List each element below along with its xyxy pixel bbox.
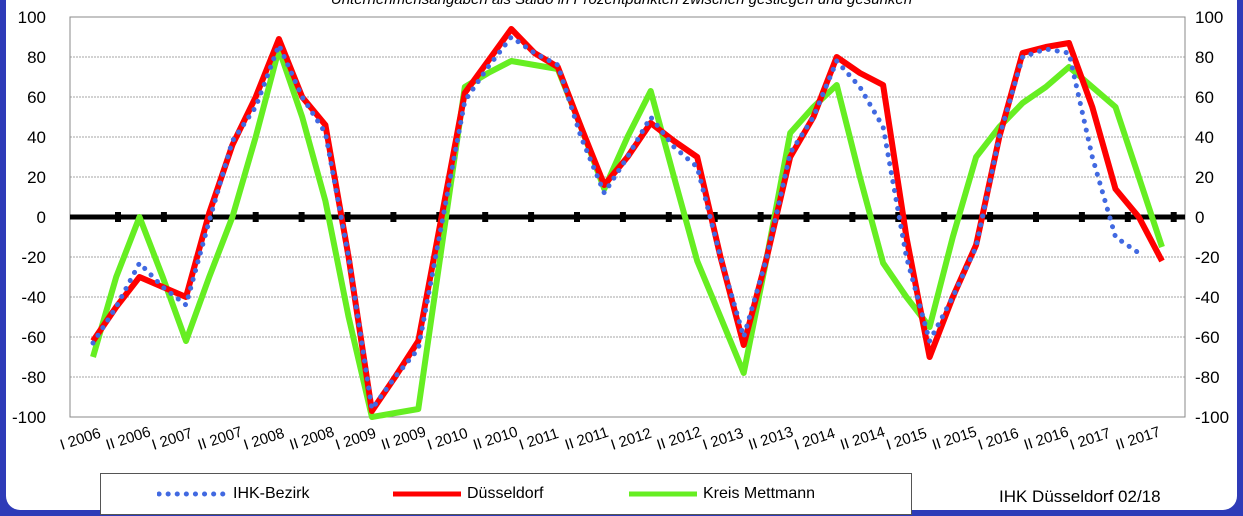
zero-axis-tick [574, 212, 580, 222]
x-tick-label: I 2012 [609, 425, 654, 454]
y-tick-label-left: -40 [21, 288, 46, 307]
x-tick-label: I 2007 [150, 425, 195, 454]
y-tick-label-right: -80 [1195, 368, 1220, 387]
series-line-ihk-bezirk [90, 34, 1142, 412]
y-tick-label-right: 40 [1195, 128, 1214, 147]
y-tick-label-right: 100 [1195, 8, 1223, 27]
x-tick-label: II 2010 [471, 423, 520, 453]
x-tick-label: I 2016 [976, 425, 1021, 454]
zero-axis-tick [1078, 212, 1085, 222]
y-tick-label-right: -40 [1195, 288, 1220, 307]
y-tick-label-left: 0 [37, 208, 46, 227]
y-tick-label-left: 60 [27, 88, 46, 107]
zero-axis-tick [482, 212, 489, 222]
y-tick-label-right: 20 [1195, 168, 1214, 187]
legend-label: IHK-Bezirk [233, 485, 310, 502]
legend-swatch-dotted [157, 491, 229, 497]
zero-axis-tick [115, 212, 121, 222]
zero-axis-tick [711, 212, 718, 222]
x-tick-label: I 2013 [701, 425, 746, 454]
legend-swatch-green [629, 491, 697, 497]
zero-axis-tick [1170, 212, 1177, 222]
legend: IHK-Bezirk Düsseldorf Kreis Mettmann [100, 473, 912, 515]
y-tick-label-left: -20 [21, 248, 46, 267]
y-tick-label-right: -20 [1195, 248, 1220, 267]
zero-axis-tick [1124, 212, 1131, 222]
x-tick-label: II 2006 [104, 423, 153, 453]
zero-axis-tick [528, 212, 535, 222]
x-tick-label: I 2009 [333, 425, 378, 454]
y-tick-label-right: 80 [1195, 48, 1214, 67]
y-tick-label-right: -100 [1195, 408, 1229, 427]
zero-axis-tick [757, 212, 764, 222]
x-tick-label: II 2013 [746, 423, 795, 453]
zero-axis-tick [1033, 212, 1039, 222]
x-tick-label: I 2010 [425, 425, 470, 454]
zero-axis-tick [619, 212, 626, 222]
zero-axis-tick [390, 212, 397, 222]
x-tick-label: I 2008 [242, 425, 287, 454]
legend-label: Kreis Mettmann [703, 485, 816, 502]
zero-axis-tick [298, 212, 305, 222]
legend-label: Düsseldorf [467, 485, 544, 502]
y-tick-label-right: 0 [1195, 208, 1204, 227]
zero-axis-tick [941, 212, 948, 222]
x-tick-label: II 2008 [287, 423, 336, 453]
y-tick-label-left: -100 [12, 408, 46, 427]
zero-axis-tick [252, 212, 259, 222]
x-tick-label: I 2011 [517, 425, 561, 454]
x-tick-label: II 2017 [1114, 423, 1163, 453]
source-note: IHK Düsseldorf 02/18 [999, 487, 1161, 506]
zero-axis-tick [803, 212, 810, 222]
x-tick-label: II 2007 [196, 423, 245, 453]
zero-axis-tick [987, 212, 994, 222]
series-line-kreis-mettmann [90, 46, 1165, 420]
y-tick-label-right: -60 [1195, 328, 1220, 347]
zero-axis-tick [160, 212, 167, 222]
chart-caption: Unternehmensangaben als Saldo in Prozent… [0, 0, 1243, 9]
y-tick-label-left: -60 [21, 328, 46, 347]
zero-axis-tick [849, 212, 856, 222]
legend-swatch-red [393, 491, 461, 497]
zero-axis-tick [344, 212, 351, 222]
x-tick-label: II 2015 [930, 423, 979, 453]
zero-axis-tick [665, 212, 672, 222]
x-tick-label: II 2012 [655, 423, 704, 453]
x-tick-label: I 2017 [1068, 425, 1113, 454]
x-tick-label: II 2011 [563, 424, 611, 454]
x-tick-label: I 2014 [792, 425, 837, 454]
y-tick-label-left: -80 [21, 368, 46, 387]
y-tick-label-right: 60 [1195, 88, 1214, 107]
line-chart: 100 100 80 80 60 60 40 40 20 20 0 0 -20 -20 -40 -40 -60 -… [12, 8, 1229, 454]
series-lines [90, 26, 1165, 420]
x-tick-label: I 2015 [884, 425, 929, 454]
y-tick-label-left: 20 [27, 168, 46, 187]
x-tick-label: I 2006 [58, 425, 103, 454]
x-tick-label: II 2009 [379, 423, 428, 453]
x-tick-label: II 2014 [838, 423, 887, 453]
y-tick-label-left: 80 [27, 48, 46, 67]
x-tick-label: II 2016 [1022, 423, 1071, 453]
y-tick-label-left: 40 [27, 128, 46, 147]
y-tick-label-left: 100 [18, 8, 46, 27]
